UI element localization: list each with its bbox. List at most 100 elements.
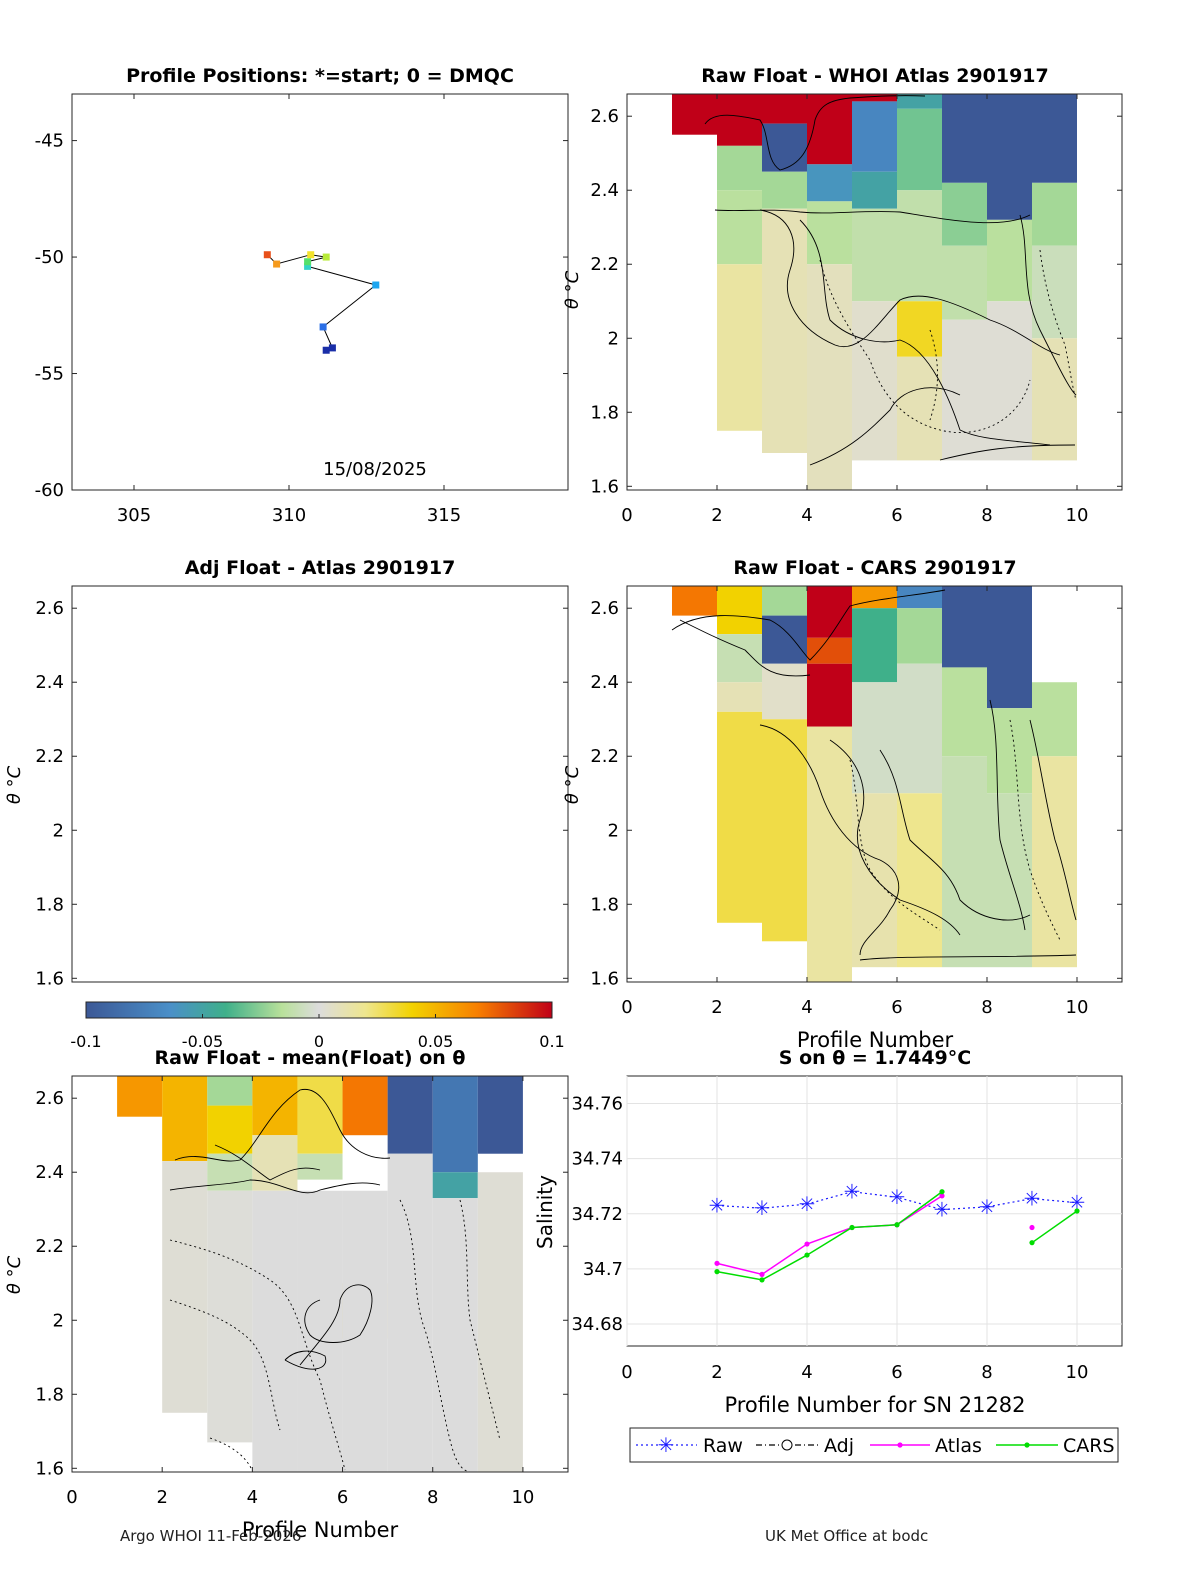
x-tick-label: 6 (337, 1487, 348, 1508)
cars-contour (989, 699, 1026, 931)
x-tick-label: 4 (801, 1362, 812, 1383)
heatmap-cell (762, 719, 807, 942)
legend-adj-marker (781, 1439, 793, 1451)
heatmap-cell (942, 667, 987, 757)
series-line-cars (1031, 1210, 1078, 1244)
heatmap-cell (807, 637, 852, 664)
y-tick-label: 34.68 (571, 1314, 623, 1335)
heatmap-cell (987, 301, 1032, 461)
heatmap-cell (1032, 756, 1077, 968)
x-tick-label: 6 (891, 997, 902, 1018)
series-line-cars (716, 1191, 943, 1281)
heatmap-cell (672, 586, 717, 616)
heatmap-cell (942, 756, 987, 968)
heatmap-cell (1032, 338, 1077, 461)
y-tick-label: 2.2 (590, 254, 619, 275)
heatmap-cell (897, 94, 942, 109)
x-tick-label: 4 (247, 1487, 258, 1508)
cars-contour (759, 724, 900, 956)
raw-point: ✳ (1024, 1187, 1041, 1211)
heatmap-cell (897, 663, 942, 794)
x-tick-label: 0 (66, 1487, 77, 1508)
heatmap-cell (207, 1105, 253, 1154)
anomaly-axes (71, 1075, 569, 1473)
y-tick-label: 2.2 (590, 746, 619, 767)
heatmap-cell (807, 586, 852, 638)
positions-title: Profile Positions: *=start; 0 = DMQC (126, 65, 514, 87)
profile-position-marker (304, 262, 312, 270)
heatmap-cell (807, 201, 852, 265)
whoi-contour-dotted (1039, 249, 1077, 401)
heatmap-cell (762, 615, 807, 664)
point-cars (1029, 1240, 1035, 1246)
whoi-contour-dotted (929, 329, 938, 421)
point-atlas (759, 1271, 765, 1277)
raw-point: ✳ (934, 1198, 951, 1222)
heatmap-cell (717, 145, 762, 191)
heatmap-cell (807, 94, 852, 165)
heatmap-cell (252, 1135, 298, 1191)
anomaly-contour-dotted (209, 1437, 253, 1471)
cars-contour (829, 739, 961, 936)
y-tick-label: 2.4 (35, 1162, 64, 1183)
heatmap-cell (432, 1172, 478, 1199)
heatmap-cell (987, 793, 1032, 968)
whoi-ylabel: θ °C (562, 270, 583, 309)
heatmap-cell (852, 301, 897, 461)
anomaly-contour (214, 1144, 321, 1181)
heatmap-cell (252, 1076, 298, 1136)
heatmap-cell (717, 264, 762, 431)
heatmap-cell (762, 663, 807, 720)
cars-title: Raw Float - CARS 2901917 (733, 557, 1016, 579)
x-tick-label: 8 (981, 997, 992, 1018)
x-tick-label: 0 (621, 997, 632, 1018)
y-tick-label: 1.8 (35, 894, 64, 915)
heatmap-cell (762, 123, 807, 172)
heatmap-cell (162, 1161, 208, 1413)
heatmap-cell (807, 726, 852, 982)
y-tick-label: 2.6 (35, 1088, 64, 1109)
x-tick-label: 2 (711, 997, 722, 1018)
heatmap-cell (477, 1076, 523, 1154)
adj-title: Adj Float - Atlas 2901917 (185, 557, 456, 579)
heatmap-cell (1032, 94, 1077, 183)
x-tick-label: 0 (621, 505, 632, 526)
y-tick-label: 2.6 (590, 106, 619, 127)
heatmap-cell (987, 586, 1032, 709)
profile-position-marker (263, 251, 271, 259)
salinity-panel: S on θ = 1.7449°C 0 2 4 6 8 10 34.76 34.74 34.72… (533, 1047, 1123, 1463)
raw-point: ✳ (844, 1180, 861, 1204)
heatmap-cell (942, 182, 987, 246)
y-tick-label: -55 (35, 364, 64, 385)
anomaly-contour-dotted (169, 1299, 281, 1431)
heatmap-cell (207, 1190, 253, 1443)
heatmap-cell (342, 1076, 388, 1136)
point-atlas (939, 1193, 945, 1199)
heatmap-cell (942, 245, 987, 320)
heatmap-cell (342, 1190, 388, 1472)
anomaly-contour-dotted (169, 1239, 346, 1471)
salinity-xlabel: Profile Number for SN 21282 (724, 1393, 1025, 1417)
footer-right: UK Met Office at bodc (765, 1527, 929, 1545)
heatmap-cell (807, 264, 852, 490)
heatmap-cell (897, 190, 942, 302)
legend-raw-marker: ✳ (658, 1433, 675, 1457)
heatmap-cell (432, 1076, 478, 1173)
heatmap-cell (942, 319, 987, 461)
y-tick-label: 2 (53, 820, 64, 841)
heatmap-cell (162, 1076, 208, 1162)
x-tick-label: 8 (427, 1487, 438, 1508)
heatmap-cell (1032, 245, 1077, 339)
x-tick-label: 4 (801, 505, 812, 526)
heatmap-cell (207, 1076, 253, 1106)
salinity-title: S on θ = 1.7449°C (779, 1047, 971, 1069)
anomaly-panel: Raw Float - mean(Float) on θ θ °C Profil… (4, 1047, 569, 1542)
cars-ylabel: θ °C (562, 765, 583, 804)
whoi-contour (799, 219, 1051, 446)
anomaly-xlabel: Profile Number (242, 1518, 399, 1542)
heatmap-cell (762, 94, 807, 124)
x-tick-label: 10 (1066, 505, 1089, 526)
y-tick-label: 2.6 (35, 598, 64, 619)
whoi-contour (704, 95, 926, 171)
point-cars (759, 1277, 765, 1283)
